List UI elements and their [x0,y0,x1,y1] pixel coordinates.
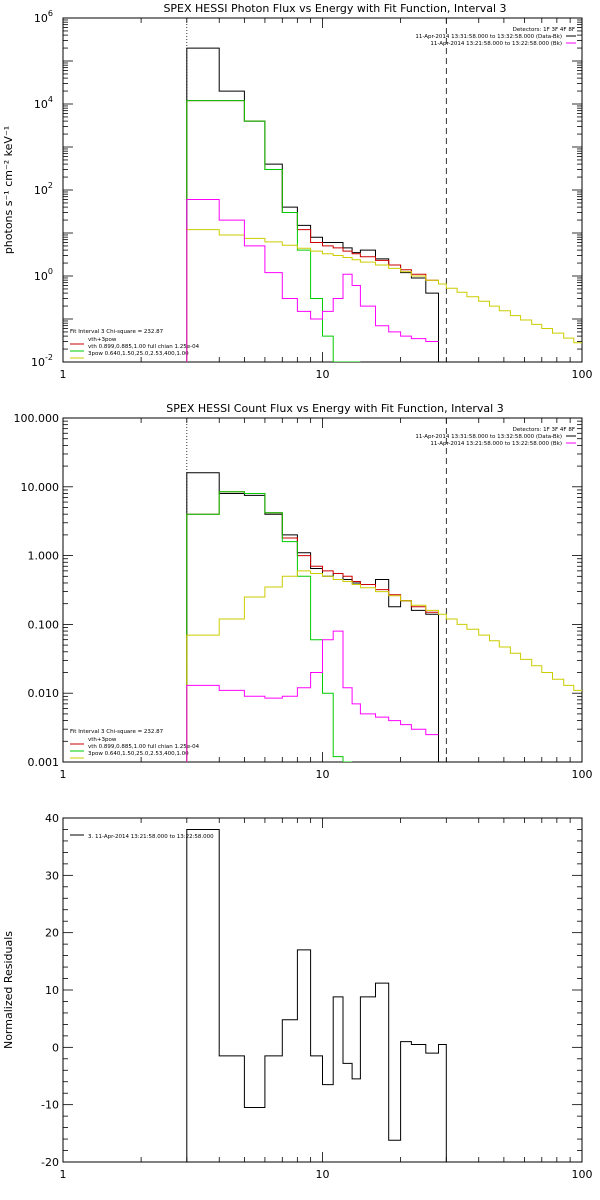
count-detectors-info: Detectors: 1F 3F 4F 8F [513,427,575,433]
plot-frame [62,417,583,763]
x-tick-label: 10 [316,1168,330,1181]
series-bk [186,630,439,762]
y-tick-label: 30 [45,869,59,882]
x-tick-label: 1 [60,368,67,381]
photon-legend-item-vth: vth 0.899,0.885,1.00 full chian 1.25e-04 [88,344,200,350]
x-tick-label: 1 [60,768,67,781]
photon-legend-title: Fit Interval 3 Chi-square = 232.87 [70,329,164,335]
count-bk-interval-info: 11-Apr-2014 13:21:58.000 to 13:22:58.000… [430,441,562,447]
photon-detectors-info: Detectors: 1F 3F 4F 8F [513,27,575,33]
count-flux-title: SPEX HESSI Count Flux vs Energy with Fit… [166,402,503,415]
residuals-ylabel: Normalized Residuals [2,931,15,1049]
photon-legend-item-3pow: 3pow 0.640,1.50,25.0,2.53,400,1.00 [88,351,189,357]
x-tick-label: 10 [316,768,330,781]
count-legend-item-3pow: 3pow 0.640,1.50,25.0,2.53,400,1.00 [88,751,189,757]
plot-area [186,47,582,362]
y-tick-exponent: 0 [48,267,53,276]
y-tick-label: 104 [34,95,53,111]
plot-area [186,472,582,762]
x-tick-label: 10 [316,368,330,381]
series-3pow [186,229,582,362]
photon-bk-interval-info: 11-Apr-2014 13:21:58.000 to 13:22:58.000… [430,41,562,47]
y-tick-label: 100.000 [14,412,60,425]
count-legend-item-vth3pow: vth+3pow [88,737,117,743]
y-tick-exponent: 2 [48,181,53,190]
y-tick-exponent: -2 [45,353,53,362]
photon-flux-ylabel: photons s⁻¹ cm⁻² keV⁻¹ [2,126,15,254]
x-tick-label: 1 [60,1168,67,1181]
count-data-interval-info: 11-Apr-2014 13:31:58.000 to 13:32:58.000… [415,434,562,440]
y-tick-label: 0 [52,1041,59,1054]
y-tick-label: 102 [34,181,53,197]
y-tick-label: 40 [45,812,59,825]
series-vth [186,100,361,362]
series-3pow [186,570,582,762]
residuals-legend-item: 3. 11-Apr-2014 13:21:58.000 to 13:22:58.… [88,834,214,840]
y-tick-exponent: 6 [48,9,53,18]
y-tick-label: -10 [41,1099,59,1112]
count-flux-panel: SPEX HESSI Count Flux vs Energy with Fit… [14,402,593,781]
series-data-bk [186,47,439,362]
y-tick-label: 10.000 [21,481,60,494]
photon-legend-item-vth3pow: vth+3pow [88,337,117,343]
series-data-bk [186,472,439,762]
photon-flux-title: SPEX HESSI Photon Flux vs Energy with Fi… [163,2,506,15]
photon-flux-panel: SPEX HESSI Photon Flux vs Energy with Fi… [2,2,593,381]
series-bk [186,199,439,362]
series-vth [186,491,353,762]
y-tick-label: 0.100 [28,618,60,631]
y-tick-label: 10-2 [31,353,53,369]
y-tick-label: 1.000 [28,550,60,563]
series-vth-3pow [186,100,439,362]
y-tick-exponent: 4 [48,95,53,104]
x-tick-label: 100 [572,368,593,381]
count-legend-item-vth: vth 0.899,0.885,1.00 full chian 1.25e-04 [88,744,200,750]
y-tick-label: -20 [41,1156,59,1169]
series-residuals [186,829,447,1162]
photon-data-interval-info: 11-Apr-2014 13:31:58.000 to 13:32:58.000… [415,34,562,40]
y-tick-label: 0.001 [28,756,60,769]
y-tick-label: 10 [45,984,59,997]
y-tick-label: 100 [34,267,53,283]
x-tick-label: 100 [572,1168,593,1181]
y-tick-label: 0.010 [28,687,60,700]
y-tick-label: 20 [45,927,59,940]
residuals-panel: 3. 11-Apr-2014 13:21:58.000 to 13:22:58.… [2,812,593,1181]
plot-area [186,829,447,1162]
y-tick-label: 106 [34,9,53,25]
plot-frame [62,817,583,1163]
x-tick-label: 100 [572,768,593,781]
count-legend-title: Fit Interval 3 Chi-square = 232.87 [70,729,164,735]
